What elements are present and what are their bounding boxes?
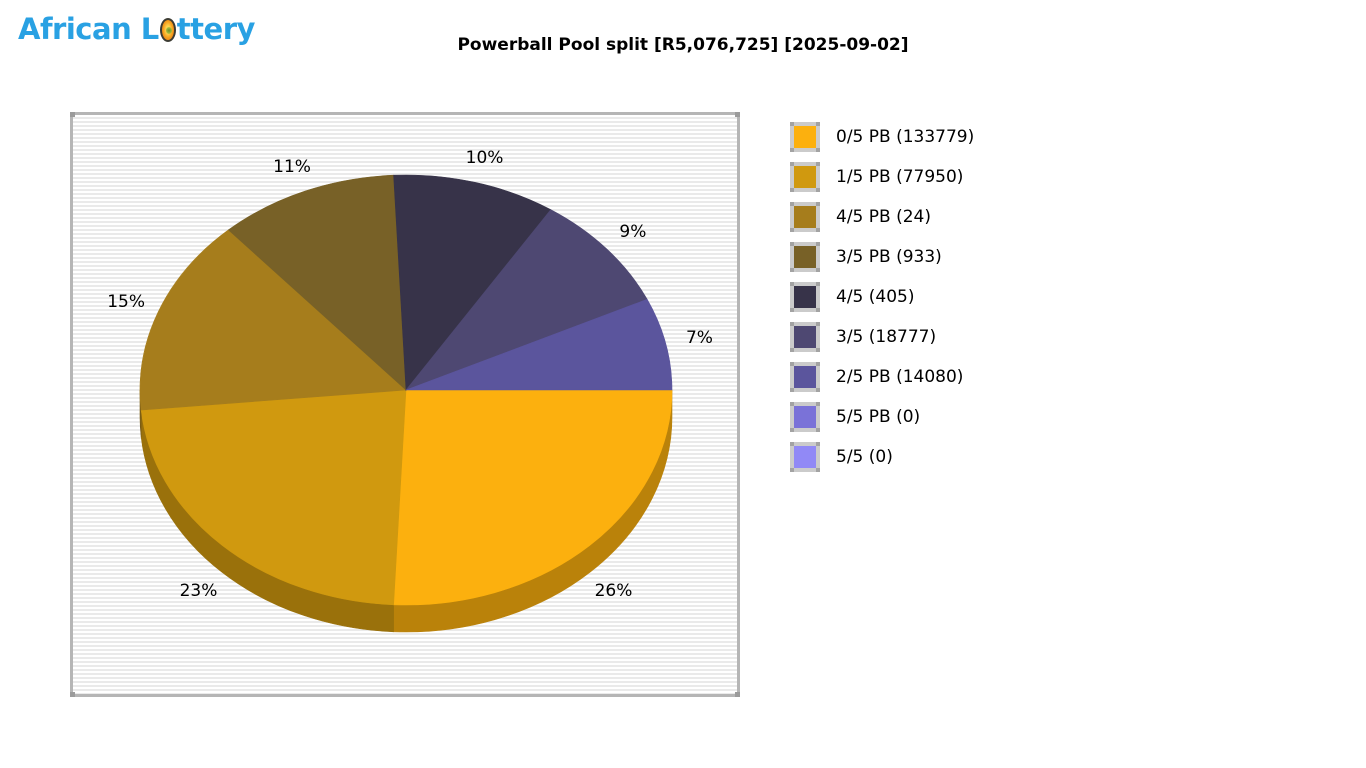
lottery-ball-icon [159,18,176,42]
swatch-frame-corner [816,442,820,446]
pie-slice [393,174,552,391]
swatch-frame-corner [790,242,794,246]
legend-label: 2/5 PB (14080) [836,367,964,387]
legend-label: 3/5 PB (933) [836,247,942,267]
swatch-frame-corner [816,242,820,246]
swatch-frame-corner [790,148,794,152]
legend-item: 3/5 (18777) [790,322,974,352]
swatch-frame-corner [790,322,794,326]
swatch-frame-corner [816,268,820,272]
legend-swatch [790,362,820,392]
pie-slice [393,389,673,606]
swatch-frame-corner [790,442,794,446]
legend-item: 2/5 PB (14080) [790,362,974,392]
legend-item: 4/5 (405) [790,282,974,312]
swatch-frame-corner [790,162,794,166]
legend-swatch [790,162,820,192]
swatch-frame-corner [816,348,820,352]
legend-label: 4/5 PB (24) [836,207,931,227]
swatch-frame-corner [790,428,794,432]
chart-title: Powerball Pool split [R5,076,725] [2025-… [457,35,909,55]
swatch-frame-corner [816,468,820,472]
swatch-frame-corner [816,188,820,192]
swatch-frame-corner [790,402,794,406]
pie-slice [405,298,673,391]
swatch-frame-corner [790,308,794,312]
legend-item: 0/5 PB (133779) [790,122,974,152]
swatch-frame-corner [816,308,820,312]
swatch-frame-corner [816,322,820,326]
legend-swatch [790,202,820,232]
frame-corner [735,112,740,117]
pie-slice [405,209,648,391]
frame-corner [70,112,75,117]
swatch-frame-corner [816,428,820,432]
swatch-frame-corner [816,162,820,166]
swatch-frame-corner [790,362,794,366]
pie-slice [227,174,407,391]
logo-text-left: African L [18,12,159,46]
legend-item: 5/5 (0) [790,442,974,472]
frame-corner [735,692,740,697]
frame-corner [70,692,75,697]
swatch-frame-corner [816,388,820,392]
swatch-frame-corner [816,282,820,286]
legend-swatch [790,242,820,272]
swatch-frame-corner [790,188,794,192]
legend-item: 5/5 PB (0) [790,402,974,432]
chart-legend: 0/5 PB (133779) 1/5 PB (77950) 4/5 PB (24)… [790,122,974,482]
legend-swatch [790,402,820,432]
legend-swatch [790,322,820,352]
swatch-frame-corner [816,122,820,126]
legend-label: 5/5 PB (0) [836,407,921,427]
swatch-frame-corner [790,268,794,272]
legend-label: 0/5 PB (133779) [836,127,975,147]
legend-label: 4/5 (405) [836,287,915,307]
legend-swatch [790,122,820,152]
swatch-frame-corner [816,402,820,406]
app-logo[interactable]: African L ttery [18,12,255,54]
swatch-frame-corner [816,148,820,152]
swatch-frame-corner [790,468,794,472]
swatch-frame-corner [790,388,794,392]
legend-item: 3/5 PB (933) [790,242,974,272]
legend-swatch [790,442,820,472]
pie-chart [139,174,673,633]
legend-label: 1/5 PB (77950) [836,167,964,187]
chart-plot-area: 26% 23% 15% 11% 10% 9% 7% [70,112,740,697]
legend-label: 3/5 (18777) [836,327,937,347]
legend-label: 5/5 (0) [836,447,893,467]
swatch-frame-corner [790,122,794,126]
pie-slice [139,229,407,411]
swatch-frame-corner [790,202,794,206]
legend-swatch [790,282,820,312]
legend-item: 1/5 PB (77950) [790,162,974,192]
swatch-frame-corner [790,348,794,352]
swatch-frame-corner [790,282,794,286]
swatch-frame-corner [816,362,820,366]
swatch-frame-corner [816,228,820,232]
logo-text-right: ttery [176,12,256,46]
legend-item: 4/5 PB (24) [790,202,974,232]
swatch-frame-corner [790,228,794,232]
pie-slice [140,389,407,606]
swatch-frame-corner [816,202,820,206]
